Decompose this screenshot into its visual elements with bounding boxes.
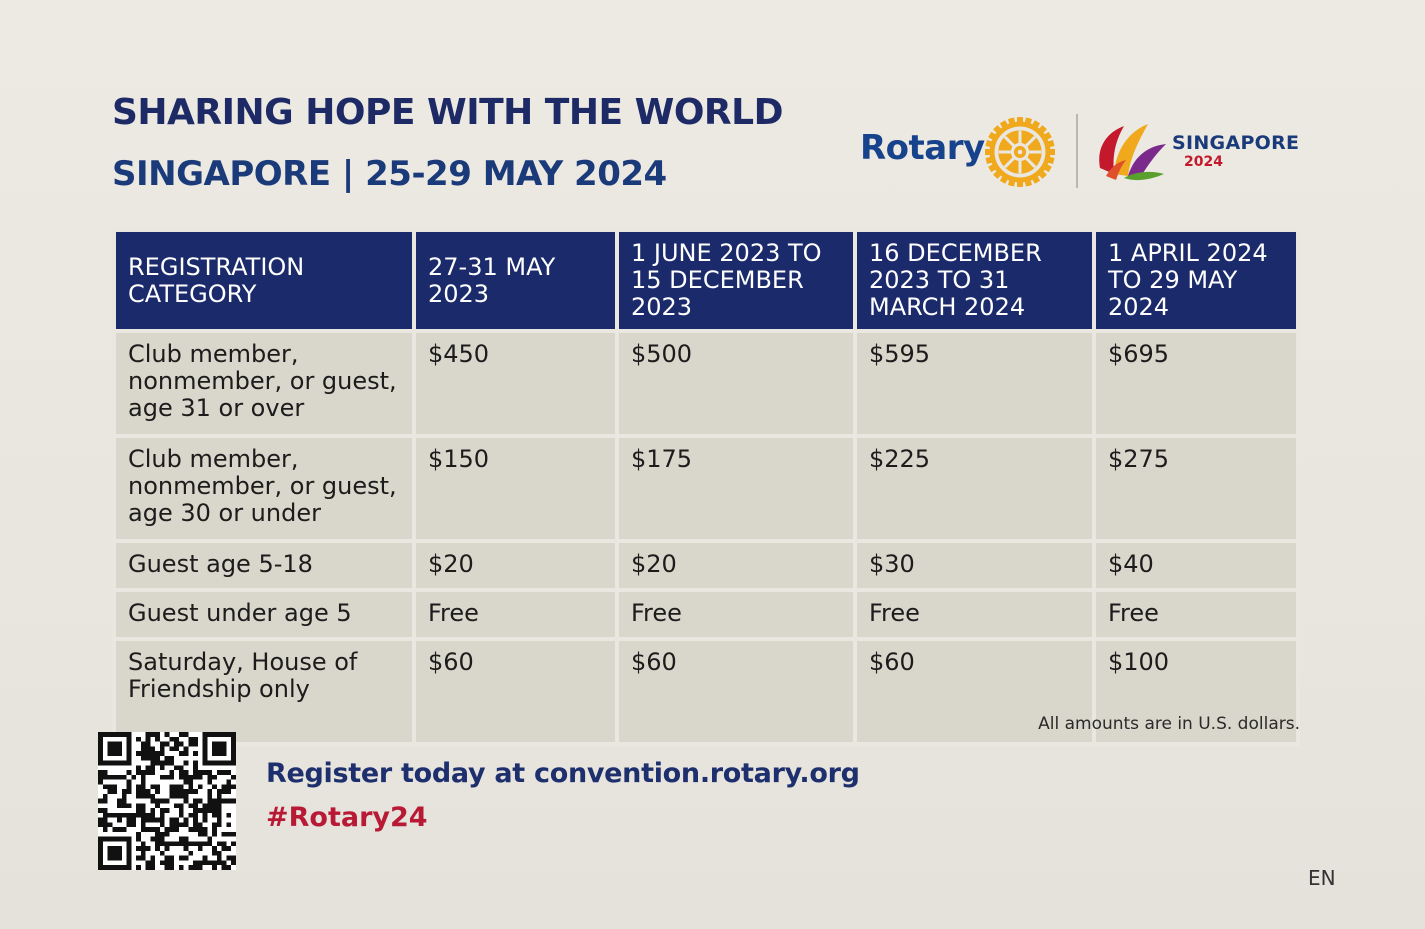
table-row: Guest age 5-18 $20 $20 $30 $40 — [112, 539, 1300, 592]
price-cell: $695 — [1092, 329, 1300, 438]
event-subtitle: SINGAPORE | 25-29 MAY 2024 — [112, 154, 667, 194]
hashtag: #Rotary24 — [266, 802, 428, 833]
language-code: EN — [1308, 866, 1336, 890]
header-period-2: 1 JUNE 2023 TO 15 DECEMBER 2023 — [615, 228, 857, 333]
rotary-wordmark: Rotary — [860, 128, 985, 168]
singapore-petals-logo-icon — [1099, 124, 1166, 181]
price-cell: Free — [412, 588, 619, 641]
logo-divider — [1076, 114, 1078, 188]
price-cell: $20 — [615, 539, 857, 592]
price-cell: $500 — [615, 329, 857, 438]
table-row: Club member, nonmember, or guest, age 30… — [112, 434, 1300, 543]
category-cell: Saturday, House of Friendship only — [112, 637, 416, 746]
header-period-1: 27-31 MAY 2023 — [412, 228, 619, 333]
singapore-wordmark: SINGAPORE — [1172, 132, 1300, 154]
category-cell: Club member, nonmember, or guest, age 31… — [112, 329, 416, 438]
price-cell: Free — [615, 588, 857, 641]
table-header-row: REGISTRATION CATEGORY 27-31 MAY 2023 1 J… — [112, 228, 1300, 333]
price-cell: $60 — [412, 637, 619, 746]
price-cell: $150 — [412, 434, 619, 543]
price-cell: Free — [853, 588, 1096, 641]
price-cell: $450 — [412, 329, 619, 438]
price-cell: Free — [1092, 588, 1300, 641]
singapore-year: 2024 — [1184, 154, 1223, 170]
page-title: SHARING HOPE WITH THE WORLD — [112, 92, 783, 133]
table-row: Guest under age 5 Free Free Free Free — [112, 588, 1300, 641]
price-cell: $60 — [853, 637, 1096, 746]
table-row: Club member, nonmember, or guest, age 31… — [112, 329, 1300, 438]
registration-fee-table: REGISTRATION CATEGORY 27-31 MAY 2023 1 J… — [112, 228, 1300, 746]
price-cell: $595 — [853, 329, 1096, 438]
header-period-4: 1 APRIL 2024 TO 29 MAY 2024 — [1092, 228, 1300, 333]
price-cell: $100 — [1092, 637, 1300, 746]
price-cell: $30 — [853, 539, 1096, 592]
price-cell: $175 — [615, 434, 857, 543]
price-cell: $20 — [412, 539, 619, 592]
category-cell: Club member, nonmember, or guest, age 30… — [112, 434, 416, 543]
price-cell: $60 — [615, 637, 857, 746]
qr-code-icon[interactable] — [96, 732, 238, 870]
price-cell: $40 — [1092, 539, 1300, 592]
register-link[interactable]: Register today at convention.rotary.org — [266, 758, 860, 789]
category-cell: Guest under age 5 — [112, 588, 416, 641]
logo-group: Rotary — [860, 108, 1300, 192]
header-period-3: 16 DECEMBER 2023 TO 31 MARCH 2024 — [853, 228, 1096, 333]
table-row: Saturday, House of Friendship only $60 $… — [112, 637, 1300, 746]
rotary-wheel-icon — [985, 117, 1055, 187]
currency-note: All amounts are in U.S. dollars. — [1038, 714, 1300, 734]
price-cell: $275 — [1092, 434, 1300, 543]
category-cell: Guest age 5-18 — [112, 539, 416, 592]
price-cell: $225 — [853, 434, 1096, 543]
header-category: REGISTRATION CATEGORY — [112, 228, 416, 333]
